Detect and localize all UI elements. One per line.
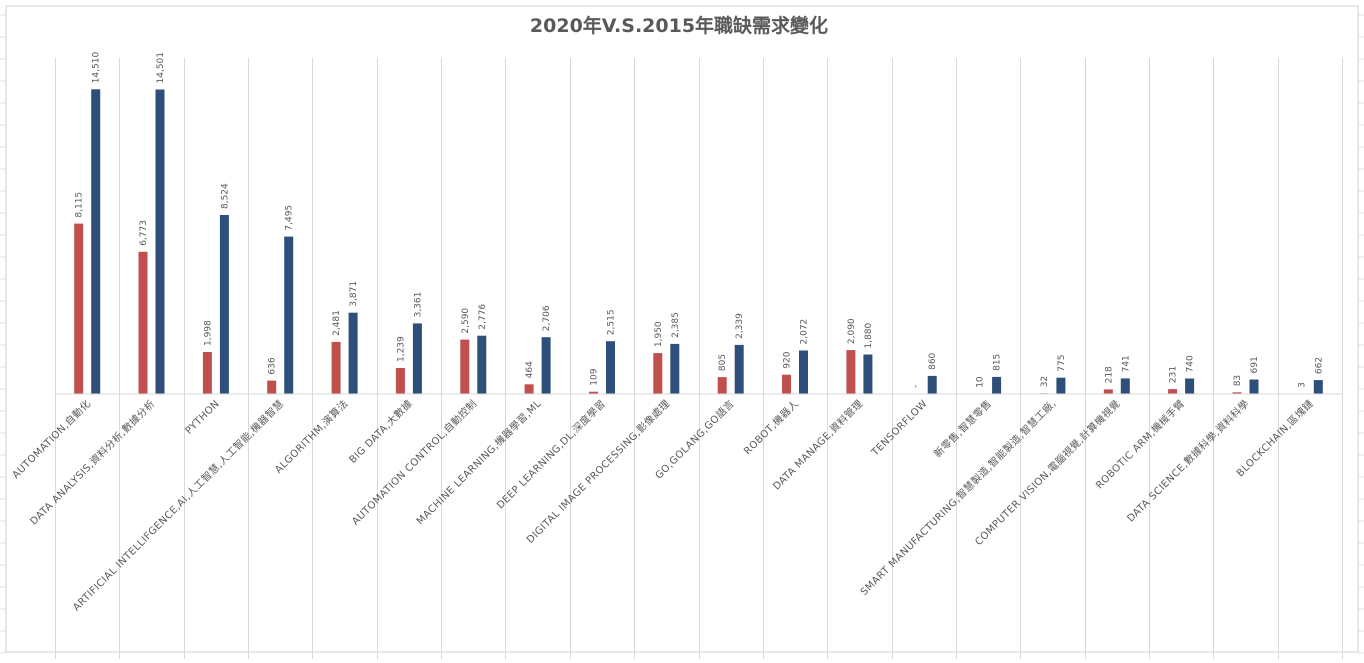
bar-series-1 (267, 381, 276, 394)
bar-series-1 (203, 352, 212, 394)
bar-series-1 (139, 252, 148, 394)
data-label: 218 (1104, 366, 1114, 383)
data-label: 2,090 (847, 318, 857, 344)
bar-series-2 (1185, 379, 1194, 395)
bar-series-2 (477, 336, 486, 394)
bar-series-1 (460, 340, 469, 394)
data-label: 10 (976, 376, 986, 388)
bar-series-2 (413, 323, 422, 394)
data-label: 860 (928, 352, 938, 369)
bar-series-2 (542, 337, 551, 394)
bar-series-2 (606, 341, 615, 394)
bar-series-2 (1250, 380, 1259, 395)
data-label: 1,880 (864, 322, 874, 348)
bar-series-2 (1121, 378, 1130, 394)
data-label: 740 (1186, 355, 1196, 372)
bar-series-2 (91, 89, 100, 394)
bar-series-1 (653, 353, 662, 394)
bar-series-1 (782, 375, 791, 394)
bar-series-2 (670, 344, 679, 394)
data-label: 8,115 (75, 192, 85, 218)
data-label: 2,706 (542, 305, 552, 331)
data-label: - (911, 385, 921, 388)
data-label: 775 (1057, 355, 1067, 372)
bar-series-1 (846, 350, 855, 394)
bar-series-2 (1314, 380, 1323, 394)
data-label: 636 (268, 357, 278, 374)
bar-series-2 (799, 351, 808, 395)
bar-series-1 (332, 342, 341, 394)
chart-title: 2020年V.S.2015年職缺需求變化 (530, 14, 828, 37)
data-label: 83 (1233, 375, 1243, 386)
bar-series-2 (220, 215, 229, 394)
data-label: 7,495 (285, 205, 295, 231)
bar-series-1 (1104, 389, 1113, 394)
data-label: 3 (1297, 382, 1307, 388)
data-label: 2,590 (461, 308, 471, 334)
bar-series-2 (349, 313, 358, 394)
bar-series-1 (396, 368, 405, 394)
data-label: 1,998 (203, 320, 213, 346)
data-label: 1,950 (654, 321, 664, 347)
data-label: 109 (590, 368, 600, 385)
bar-series-2 (1056, 378, 1065, 394)
data-label: 8,524 (220, 183, 230, 209)
data-label: 2,481 (332, 310, 342, 336)
category-separators (56, 58, 1343, 659)
data-label: 14,501 (156, 52, 166, 84)
bar-series-1 (74, 224, 83, 394)
bar-series-2 (992, 377, 1001, 394)
data-label: 464 (525, 361, 535, 378)
data-label: 691 (1250, 356, 1260, 373)
data-label: 1,239 (396, 336, 406, 362)
bar-series-2 (928, 376, 937, 394)
data-label: 815 (993, 354, 1003, 371)
data-label: 805 (718, 354, 728, 371)
data-label: 662 (1314, 357, 1324, 374)
data-label: 32 (1040, 376, 1050, 387)
data-label: 6,773 (139, 220, 149, 246)
data-label: 14,510 (92, 52, 102, 84)
data-label: 741 (1121, 355, 1131, 372)
bar-series-1 (525, 384, 534, 394)
bar-series-1 (718, 377, 727, 394)
data-label: 2,072 (800, 319, 810, 345)
data-label: 2,776 (478, 304, 488, 330)
bar-series-1 (1168, 389, 1177, 394)
bar-series-2 (156, 90, 165, 395)
data-label: 2,339 (735, 313, 745, 339)
data-label: 2,515 (607, 309, 617, 335)
bar-series-2 (863, 355, 872, 395)
data-label: 2,385 (671, 312, 681, 338)
data-label: 3,871 (349, 281, 359, 307)
data-label: 920 (783, 351, 793, 368)
bar-series-2 (735, 345, 744, 394)
data-label: 231 (1169, 366, 1179, 383)
bar-series-2 (284, 237, 293, 394)
data-label: 3,361 (413, 292, 423, 318)
